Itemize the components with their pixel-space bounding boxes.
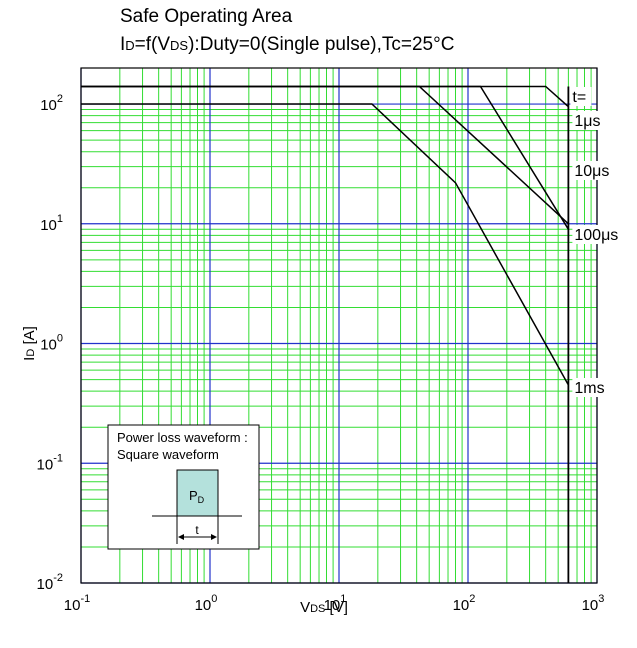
- width-arrowhead-left: [178, 534, 184, 540]
- subtitle-vds-sub: DS: [170, 38, 189, 53]
- series-label: 10μs: [574, 163, 609, 180]
- pulse-rect: [176, 469, 219, 517]
- series-label: 1ms: [574, 380, 604, 397]
- series-label-header-bg: [570, 87, 592, 106]
- y-tick-label: 100: [40, 333, 63, 354]
- chart-title: Safe Operating Area: [120, 6, 293, 27]
- y-tick-label: 102: [40, 93, 63, 114]
- soa-curve: [81, 85, 569, 225]
- y-tick-label: 10-1: [37, 452, 63, 473]
- series-label-header: t=: [572, 89, 586, 106]
- inset-title-line1: Power loss waveform :: [117, 430, 248, 445]
- chart-subtitle: ID=f(VDS):Duty=0(Single pulse),Tc=25°C: [120, 34, 454, 56]
- x-tick-label: 100: [195, 593, 218, 614]
- pulse-label: PD: [189, 488, 205, 505]
- width-arrowhead-right: [211, 534, 217, 540]
- width-label: t: [195, 523, 199, 537]
- plot-frame: [80, 67, 598, 584]
- x-tick-label: 102: [453, 593, 476, 614]
- y-axis-label: ID [A]: [21, 326, 38, 361]
- x-axis-label: VDS [V]: [300, 599, 348, 616]
- y-tick-label: 10-2: [37, 572, 63, 593]
- x-tick-label: 101: [324, 593, 347, 614]
- inset-title-line2: Square waveform: [117, 447, 219, 462]
- power-loss-inset: Power loss waveform : Square waveform PD t: [107, 424, 260, 550]
- x-tick-label: 10-1: [64, 593, 90, 614]
- series-label-bg: [572, 161, 611, 180]
- series-label-bg: [572, 378, 602, 397]
- series-label-bg: [572, 111, 602, 130]
- soa-curve: [81, 85, 570, 230]
- x-tick-label: 103: [582, 593, 605, 614]
- subtitle-id: I: [120, 34, 126, 55]
- series-label: 100μs: [574, 227, 618, 244]
- soa-curve: [81, 103, 570, 386]
- series-label-bg: [572, 225, 619, 244]
- subtitle-rest: ):Duty=0(Single pulse),Tc=25°C: [188, 34, 455, 55]
- series-label: 1μs: [574, 113, 600, 130]
- y-tick-label: 101: [40, 213, 63, 234]
- subtitle-middle: =f(V: [134, 34, 171, 55]
- subtitle-id-sub: D: [125, 38, 135, 53]
